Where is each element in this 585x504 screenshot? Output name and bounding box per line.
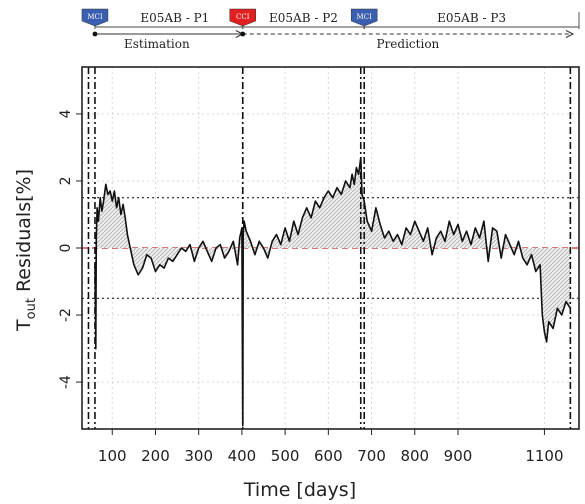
x-tick-label: 600 bbox=[314, 447, 343, 465]
badge-shape bbox=[81, 8, 109, 27]
y-tick-label: -2 bbox=[58, 308, 74, 322]
series-line bbox=[94, 156, 572, 427]
x-tick-label: 800 bbox=[400, 447, 429, 465]
period-arrow bbox=[565, 30, 575, 38]
x-tick-label: 900 bbox=[444, 447, 473, 465]
phase-header: E05AB - P1 E05AB - P2 E05AB - P3 Estimation… bbox=[81, 8, 580, 51]
period-start-dot bbox=[92, 31, 98, 37]
y-tick-label: -4 bbox=[58, 375, 74, 389]
period-label: Prediction bbox=[377, 37, 440, 51]
x-tick-label: 700 bbox=[357, 447, 386, 465]
x-tick-label: 100 bbox=[98, 447, 127, 465]
x-tick-label: 1100 bbox=[525, 447, 563, 465]
badge-shape bbox=[229, 8, 257, 27]
event-lines bbox=[87, 67, 572, 429]
x-tick-label: 400 bbox=[228, 447, 257, 465]
x-axis-label: Time [days] bbox=[243, 479, 356, 501]
deviation-shading bbox=[94, 157, 571, 426]
y-tick-label: 0 bbox=[58, 244, 74, 253]
x-tick-label: 300 bbox=[184, 447, 213, 465]
deviation-area bbox=[94, 157, 571, 426]
period-start-dot bbox=[240, 31, 246, 37]
badge-label: MCI bbox=[87, 13, 103, 21]
badge-label: CCI bbox=[236, 13, 250, 21]
y-tick-label: 2 bbox=[58, 177, 74, 186]
y-axis-label-sub: out bbox=[24, 298, 39, 319]
x-tick-label: 500 bbox=[271, 447, 300, 465]
badge: CCI bbox=[229, 8, 257, 27]
phase-label: E05AB - P3 bbox=[437, 11, 506, 25]
phase-label: E05AB - P2 bbox=[269, 11, 338, 25]
phase-label: E05AB - P1 bbox=[140, 11, 209, 25]
y-axis: -4 -2 0 2 4 bbox=[58, 109, 82, 389]
y-axis-label-main: T bbox=[13, 319, 35, 332]
x-axis: 100 200 300 400 500 600 700 800 900 1100 bbox=[98, 429, 564, 465]
data-series bbox=[94, 156, 572, 427]
y-axis-label: Tout Residuals[%] bbox=[13, 169, 39, 332]
badge-shape bbox=[350, 8, 378, 27]
y-tick-label: 4 bbox=[58, 109, 74, 118]
y-axis-label-rest: Residuals[%] bbox=[13, 169, 35, 298]
x-tick-label: 200 bbox=[141, 447, 170, 465]
badge: MCI bbox=[350, 8, 378, 27]
badge-label: MCI bbox=[357, 13, 373, 21]
badge: MCI bbox=[81, 8, 109, 27]
period-label: Estimation bbox=[124, 37, 190, 51]
